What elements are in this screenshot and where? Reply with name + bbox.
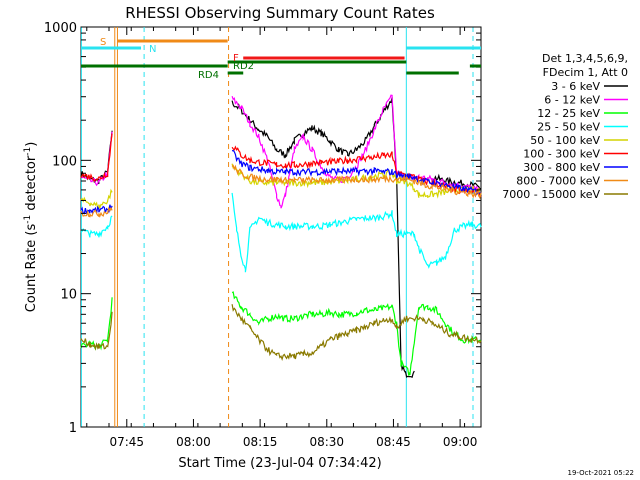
legend: Det 1,3,4,5,6,9, FDecim 1, Att 0 3 - 6 k…: [502, 52, 628, 201]
series-line-4: [80, 163, 482, 210]
x-tick-label: 08:00: [176, 435, 211, 449]
flag-label-rd4: RD4: [198, 70, 219, 81]
series-line-2: [80, 291, 482, 376]
legend-entry-label: 3 - 6 keV: [551, 80, 600, 93]
y-tick-label: 100: [52, 154, 77, 169]
y-axis-label-sup1: -1: [23, 215, 33, 224]
x-tick-label: 09:00: [443, 435, 478, 449]
x-tick-label: 08:15: [243, 435, 278, 449]
footer-date: 19-Oct-2021 05:22: [568, 469, 634, 477]
y-axis-label-part3: ): [24, 142, 39, 147]
y-axis-label-part2: detector: [24, 155, 39, 215]
y-tick-label: 1: [69, 421, 77, 436]
series-line-8: [80, 304, 482, 361]
flag-label-rd2: RD2: [233, 61, 254, 72]
flag-label-s: S: [100, 37, 106, 48]
legend-entry-label: 6 - 12 keV: [544, 94, 600, 107]
series-line-5: [80, 133, 482, 198]
legend-entry-label: 50 - 100 keV: [530, 134, 600, 147]
series-line-0: [80, 97, 482, 379]
legend-entry-label: 300 - 800 keV: [523, 161, 600, 174]
flag-label-n: N: [149, 44, 156, 55]
legend-header-line2: FDecim 1, Att 0: [543, 66, 628, 79]
y-tick-label: 1000: [44, 21, 77, 36]
series-layer: [80, 94, 482, 379]
observing-markers: [80, 27, 474, 427]
legend-entry-label: 12 - 25 keV: [537, 107, 600, 120]
y-axis-label-part1: Count Rate (s: [24, 224, 39, 313]
x-tick-label: 07:45: [109, 435, 144, 449]
series-line-7: [80, 164, 482, 218]
x-tick-label: 08:30: [309, 435, 344, 449]
axes-layer: 07:45 08:00 08:15 08:30 08:45 09:00 1 10 100 1000: [44, 21, 481, 449]
y-axis-label-sup2: -1: [23, 147, 33, 156]
legend-entry-label: 100 - 300 keV: [523, 148, 600, 161]
legend-entry-label: 7000 - 15000 keV: [502, 188, 600, 201]
x-tick-label: 08:45: [376, 435, 411, 449]
legend-entry-label: 800 - 7000 keV: [516, 175, 600, 188]
chart-title: RHESSI Observing Summary Count Rates: [125, 4, 435, 22]
series-line-3: [80, 192, 482, 273]
y-axis-label: Count Rate (s-1 detector-1): [23, 142, 39, 313]
x-axis-label: Start Time (23-Jul-04 07:34:42): [178, 456, 381, 471]
legend-header-line1: Det 1,3,4,5,6,9,: [542, 52, 628, 65]
flag-label-f: F: [233, 53, 239, 64]
y-tick-label: 10: [60, 288, 77, 303]
plot-area-frame: [80, 26, 482, 428]
legend-entry-label: 25 - 50 keV: [537, 121, 600, 134]
